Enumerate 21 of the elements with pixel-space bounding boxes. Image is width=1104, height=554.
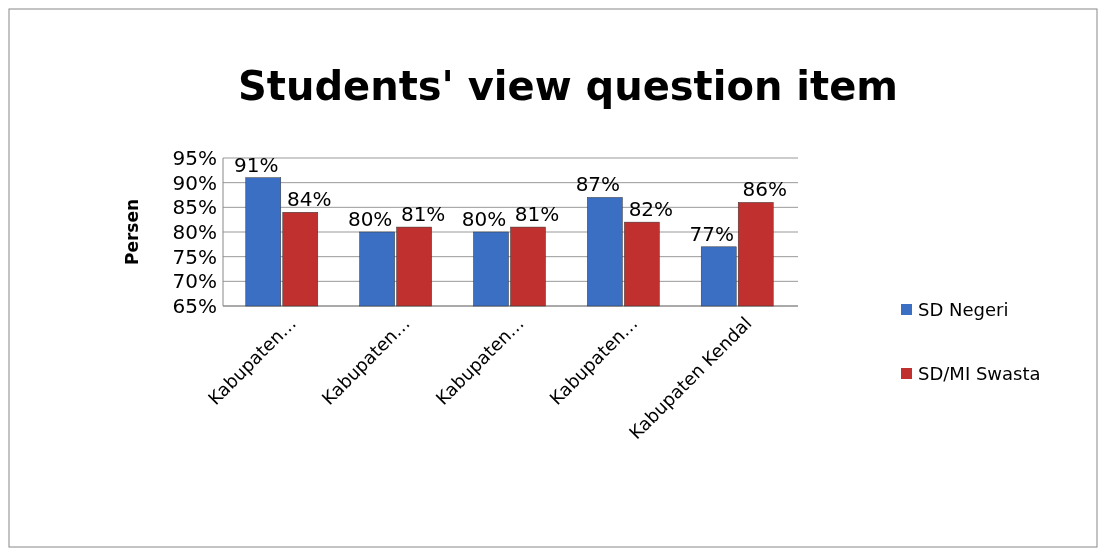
data-label: 82% (628, 197, 674, 222)
y-tick-label: 65% (172, 294, 217, 318)
data-label: 84% (287, 187, 332, 212)
data-label: 77% (689, 221, 734, 246)
data-label: 80% (461, 207, 507, 231)
y-axis-title: Persen (122, 198, 142, 266)
y-tick-label: 85% (172, 195, 217, 220)
data-label: 86% (742, 177, 787, 202)
y-tick-label: 90% (172, 170, 217, 195)
y-tick-label: 70% (172, 269, 217, 294)
y-tick-label: 80% (172, 220, 217, 244)
legend-label: SD/MI Swasta (918, 363, 1041, 385)
y-tick-label: 95% (172, 146, 217, 170)
data-label: 87% (575, 172, 621, 197)
y-tick-label: 75% (172, 244, 217, 269)
chart-title: Students' view question item (238, 63, 898, 109)
data-label: 91% (234, 152, 279, 177)
legend-label: SD Negeri (918, 299, 1009, 321)
data-label: 81% (400, 202, 446, 227)
data-label: 81% (514, 202, 560, 227)
data-label: 80% (347, 207, 393, 231)
